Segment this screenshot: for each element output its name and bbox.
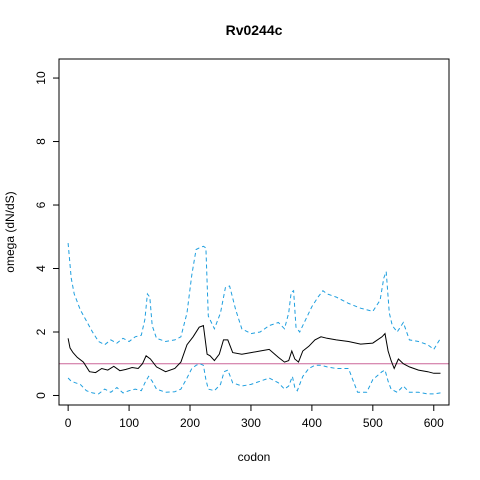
y-tick-label: 2 bbox=[34, 328, 48, 335]
chart-title: Rv0244c bbox=[226, 22, 283, 38]
series-line-lower-bound bbox=[67, 363, 441, 395]
x-tick-label: 0 bbox=[65, 416, 72, 430]
y-tick-label: 10 bbox=[34, 71, 48, 85]
y-axis-label: omega (dN/dS) bbox=[3, 191, 17, 272]
series-line-estimate bbox=[67, 324, 441, 374]
x-tick-label: 200 bbox=[180, 416, 200, 430]
x-tick-label: 300 bbox=[241, 416, 261, 430]
x-tick-label: 600 bbox=[424, 416, 444, 430]
x-tick-label: 400 bbox=[302, 416, 322, 430]
y-tick-label: 4 bbox=[34, 265, 48, 272]
x-tick-label: 100 bbox=[119, 416, 139, 430]
plot-frame bbox=[58, 58, 450, 406]
plot-area bbox=[59, 243, 449, 395]
series-line-upper-bound bbox=[67, 243, 441, 351]
x-axis-label: codon bbox=[238, 450, 271, 464]
x-tick-label: 500 bbox=[363, 416, 383, 430]
y-tick-label: 0 bbox=[34, 392, 48, 399]
y-axis: 0 2 4 6 8 10 bbox=[34, 71, 60, 399]
y-tick-label: 8 bbox=[34, 138, 48, 145]
x-axis: 0 100 200 300 400 500 600 bbox=[65, 404, 444, 430]
y-tick-label: 6 bbox=[34, 201, 48, 208]
